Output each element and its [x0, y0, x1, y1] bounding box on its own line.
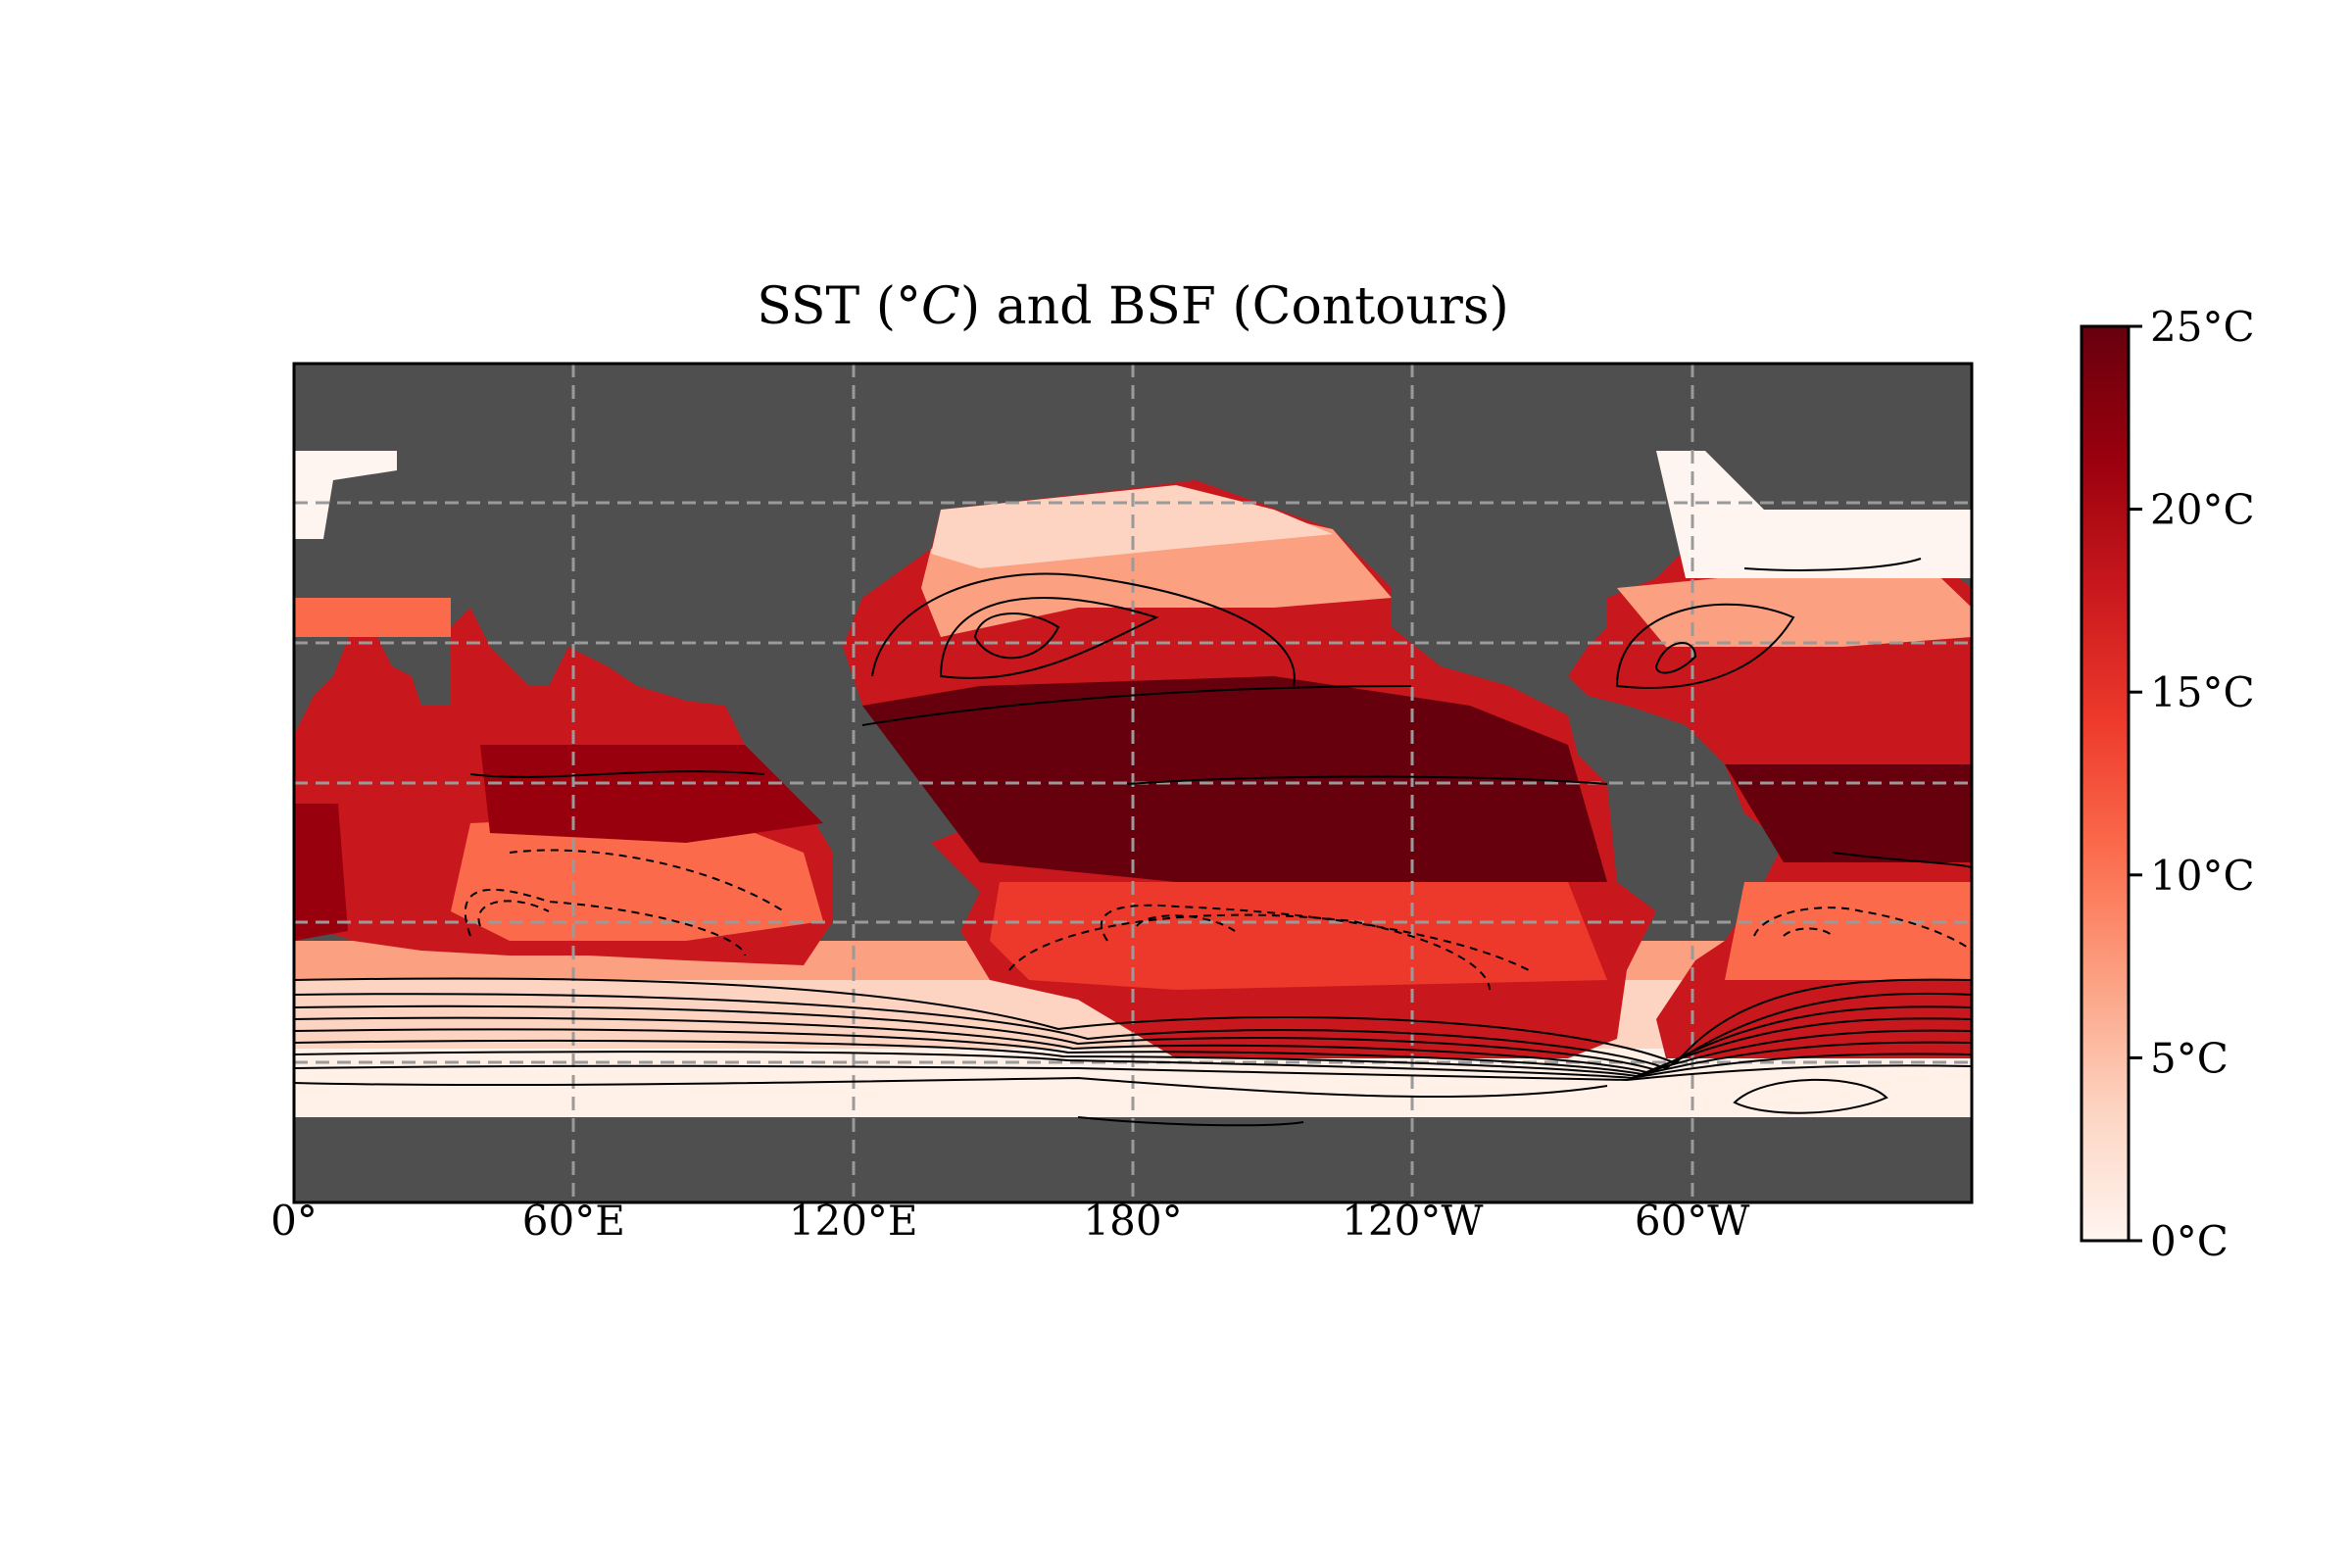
- contour-acc: [294, 992, 1972, 1070]
- contour-weddell: [1733, 1078, 1888, 1114]
- ocean-arctic-east: [1656, 451, 1972, 578]
- x-tick-label: 60°E: [522, 1197, 625, 1245]
- contour-equatorial: [1126, 775, 1608, 785]
- title-prefix: SST (°: [757, 277, 922, 336]
- colorbar-tick-label: 10°C: [2150, 852, 2255, 900]
- contour-acc: [294, 1004, 1972, 1072]
- contour-pacific-north: [861, 685, 1412, 726]
- contour-acc: [294, 1028, 1972, 1076]
- contour-acc: [294, 1064, 1972, 1082]
- contour-indian-gyre: [464, 888, 746, 956]
- bsf-contours: [294, 558, 1972, 1127]
- ocean-pacific-south: [990, 882, 1607, 990]
- colorbar-tick-label: 20°C: [2150, 486, 2255, 534]
- contour-atlantic-north: [1743, 558, 1922, 571]
- contour-pacific-north: [871, 572, 1296, 687]
- ocean-atlantic-south: [1725, 882, 1972, 980]
- contour-ross: [1077, 1116, 1304, 1127]
- contour-atlantic-gyre: [1753, 906, 1972, 952]
- colorbar-tick-label: 0°C: [2150, 1217, 2229, 1265]
- contour-gulfstream-gyre: [1615, 603, 1795, 689]
- colorbar-tick-label: 25°C: [2150, 303, 2255, 351]
- x-axis: 0° 60°E 120°E 180° 120°W 60°W: [270, 1197, 1750, 1245]
- contour-pacific-gyre: [1008, 913, 1491, 991]
- contour-equatorial: [1832, 852, 1972, 868]
- colorbar-ticks: 0°C 5°C 10°C 15°C 20°C 25°C: [2129, 303, 2255, 1265]
- contour-acc: [294, 977, 1972, 1065]
- contour-acc: [294, 1076, 1608, 1099]
- contour-atlantic-gyre: [1783, 927, 1834, 937]
- contour-acc: [294, 1016, 1972, 1074]
- colorbar-tick-label: 15°C: [2150, 668, 2255, 716]
- ocean-indian-warm: [480, 745, 823, 843]
- contour-equatorial: [469, 770, 765, 778]
- ocean-mediterranean: [294, 598, 451, 637]
- ocean-atlantic-east: [294, 804, 348, 941]
- southern-gyres: [464, 849, 1972, 991]
- x-tick-label: 0°: [270, 1197, 318, 1245]
- map-area: [294, 364, 1972, 1202]
- contour-kuroshio-gyre: [973, 612, 1060, 660]
- x-tick-label: 60°W: [1635, 1197, 1750, 1245]
- title-unit: C: [921, 277, 960, 336]
- ocean-atlantic-tropical: [1725, 764, 1972, 862]
- contour-indian-gyre: [509, 849, 785, 912]
- contour-gulfstream-gyre: [1654, 642, 1697, 674]
- title-suffix: ) and BSF (Contours): [959, 277, 1509, 336]
- map-frame: [292, 362, 1974, 1204]
- contour-pacific-gyre: [1101, 904, 1530, 971]
- map-title: SST (°C) and BSF (Contours): [294, 277, 1972, 336]
- contour-kuroshio-gyre: [939, 597, 1159, 679]
- colorbar-tick-label: 5°C: [2150, 1034, 2229, 1082]
- ocean-atlantic-north: [1617, 559, 1972, 647]
- contour-acc: [294, 1039, 1972, 1078]
- x-tick-label: 180°: [1083, 1197, 1182, 1245]
- colorbar: [2080, 324, 2131, 1243]
- contour-acc: [294, 1051, 1972, 1080]
- x-tick-label: 120°E: [789, 1197, 918, 1245]
- x-tick-label: 120°W: [1342, 1197, 1484, 1245]
- contour-indian-gyre: [477, 900, 550, 927]
- ocean-arctic-west: [294, 451, 397, 539]
